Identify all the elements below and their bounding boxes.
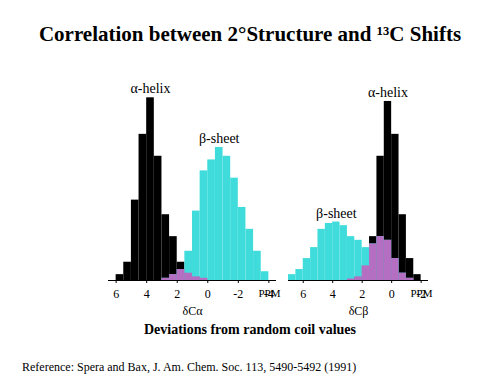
html-text:Correlation between 2°Structur: Correlation between 2°Structure and ¹³C … [38,22,462,46]
html-text:Reference: Spera and Bax, J. A: Reference: Spera and Bax, J. Am. Chem. S… [22,360,357,374]
svg-text:6: 6 [300,287,306,301]
svg-text:4: 4 [144,287,150,301]
svg-text:6: 6 [113,287,119,301]
svg-text:α-helix: α-helix [368,85,408,100]
svg-text:β-sheet: β-sheet [316,206,357,221]
svg-text:4: 4 [330,287,336,301]
svg-text:0: 0 [389,287,395,301]
svg-text:0: 0 [205,287,211,301]
svg-text:2: 2 [174,287,180,301]
svg-text:2: 2 [359,287,365,301]
svg-text:PPM: PPM [258,287,280,299]
svg-text:β-sheet: β-sheet [199,131,240,146]
svg-text:α-helix: α-helix [131,81,171,96]
svg-text:δCα: δCα [183,304,204,318]
svg-text:δCβ: δCβ [349,304,369,318]
html-text:Deviations from random coil va: Deviations from random coil values [144,322,356,337]
svg-text:-2: -2 [233,287,243,301]
svg-text:PPM: PPM [410,287,432,299]
